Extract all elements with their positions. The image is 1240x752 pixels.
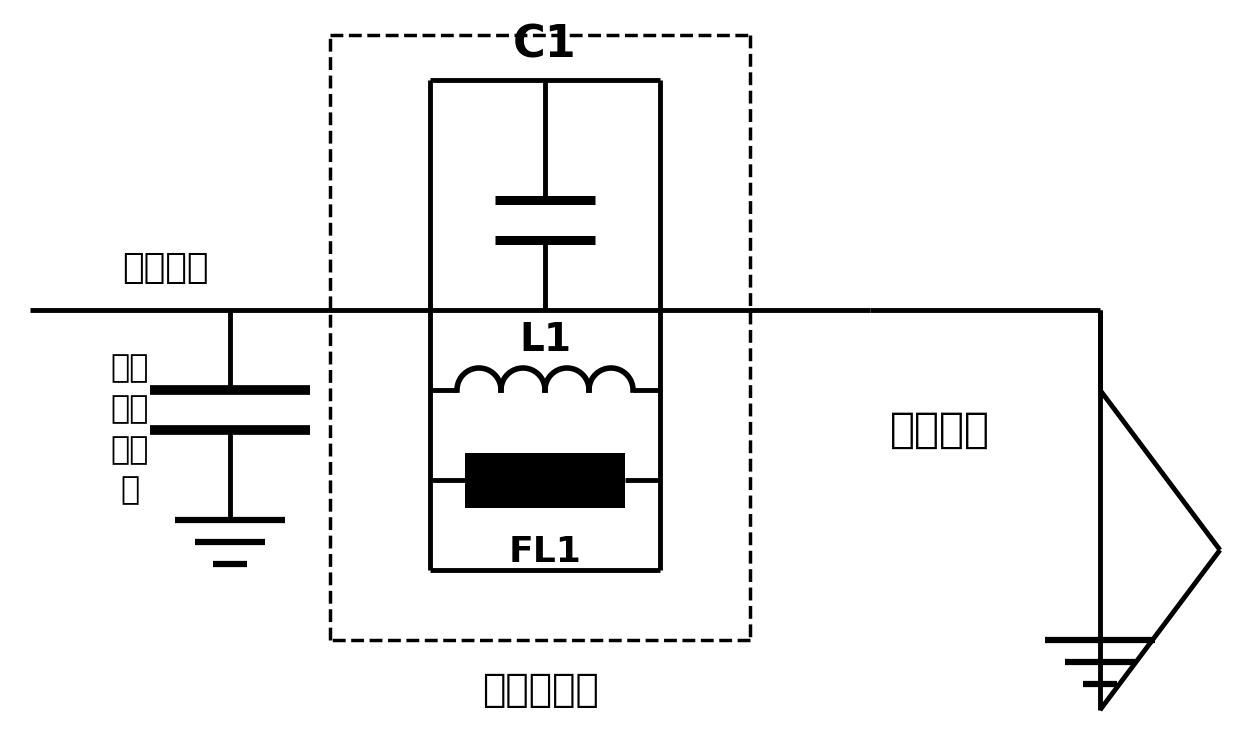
Text: FL1: FL1	[508, 535, 582, 569]
Bar	[465, 453, 625, 508]
Text: 阻断滤波器: 阻断滤波器	[481, 671, 599, 709]
Text: 中性母线: 中性母线	[122, 251, 208, 285]
Text: C1: C1	[513, 23, 577, 66]
Text: 接地故障: 接地故障	[890, 409, 990, 451]
Text: L1: L1	[520, 321, 570, 359]
Text: 中性
母线
电容
器: 中性 母线 电容 器	[110, 353, 149, 506]
